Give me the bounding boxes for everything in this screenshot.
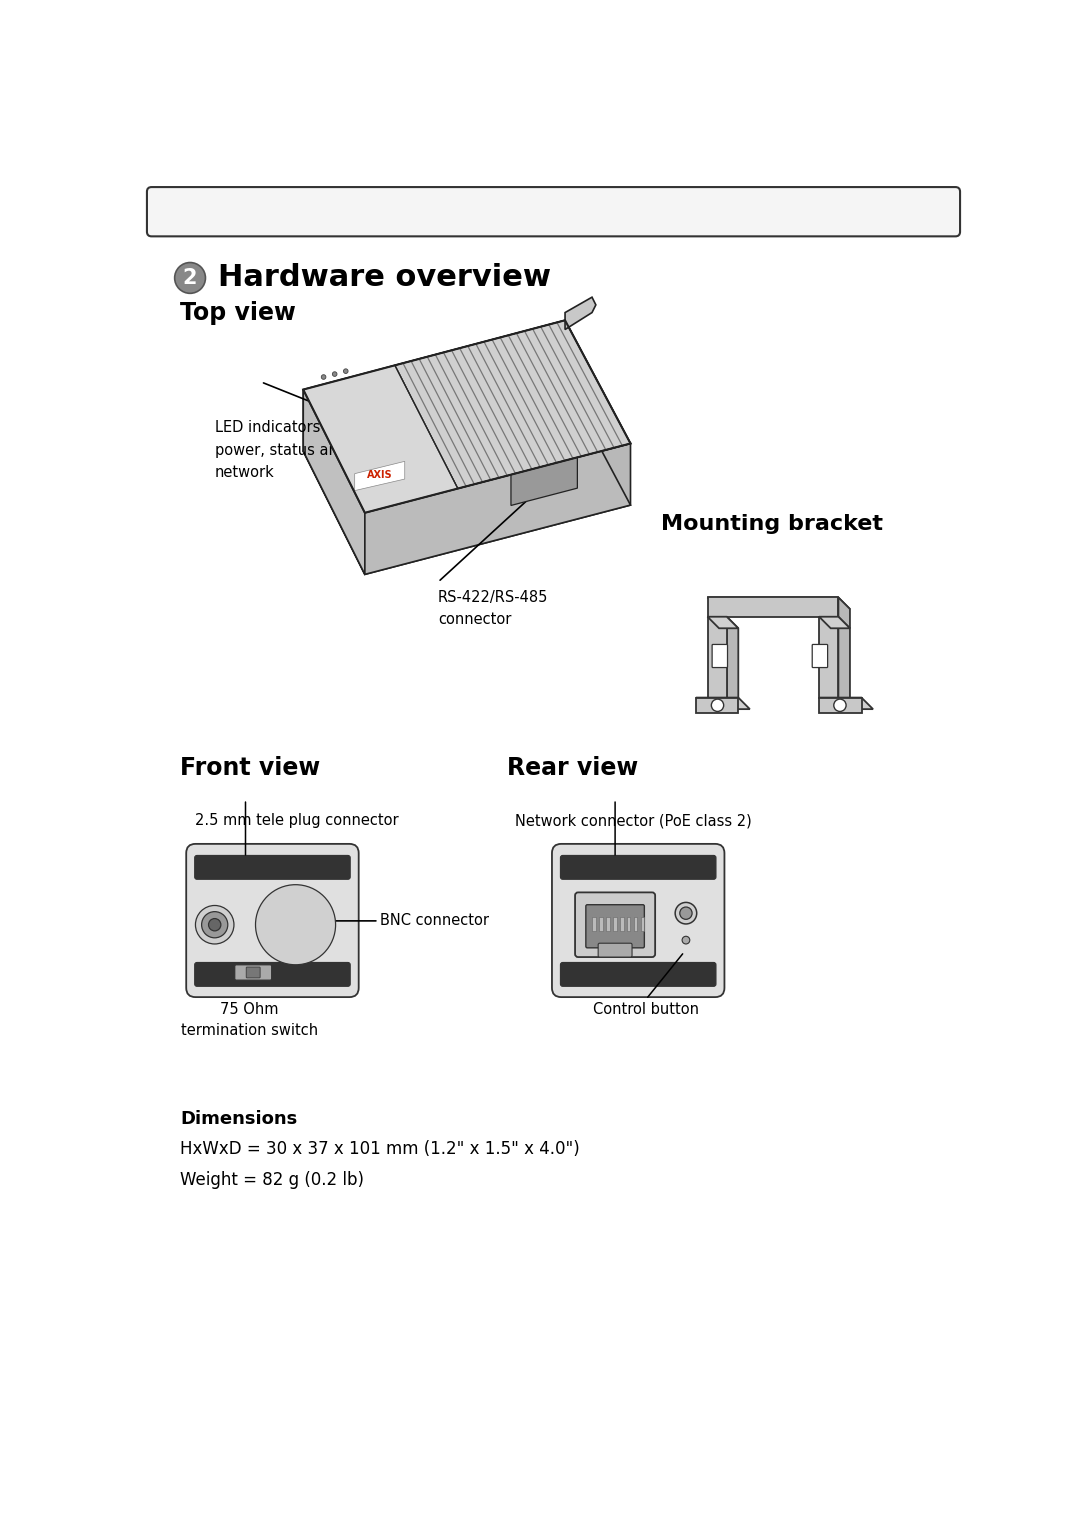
Polygon shape [365, 444, 631, 574]
Polygon shape [819, 698, 862, 713]
Bar [606, 917, 610, 931]
Circle shape [279, 908, 312, 942]
Circle shape [175, 262, 205, 294]
Text: Mounting bracket: Mounting bracket [661, 515, 883, 534]
Circle shape [683, 936, 690, 945]
Circle shape [675, 902, 697, 924]
Polygon shape [303, 321, 631, 513]
Text: LED indicators for
power, status and
network: LED indicators for power, status and net… [215, 421, 347, 480]
Text: Hardware overview: Hardware overview [218, 263, 551, 292]
Polygon shape [565, 297, 596, 330]
Text: 2: 2 [183, 268, 198, 288]
Bar [599, 917, 603, 931]
Polygon shape [303, 389, 365, 574]
Text: Rear view: Rear view [508, 757, 638, 780]
Circle shape [288, 917, 303, 933]
Polygon shape [819, 616, 838, 698]
Polygon shape [707, 616, 739, 628]
FancyBboxPatch shape [812, 645, 827, 668]
Circle shape [679, 907, 692, 919]
FancyBboxPatch shape [246, 967, 260, 978]
Circle shape [321, 374, 326, 380]
FancyBboxPatch shape [575, 892, 656, 957]
Bar [634, 917, 637, 931]
FancyBboxPatch shape [147, 188, 960, 236]
Text: Network connector (PoE class 2): Network connector (PoE class 2) [515, 813, 752, 828]
Text: Control button: Control button [593, 1002, 699, 1017]
FancyBboxPatch shape [186, 843, 359, 998]
Polygon shape [838, 598, 850, 628]
Circle shape [195, 905, 234, 945]
Polygon shape [696, 698, 750, 709]
FancyBboxPatch shape [194, 963, 350, 986]
Bar [612, 917, 617, 931]
Text: HxWxD = 30 x 37 x 101 mm (1.2" x 1.5" x 4.0"): HxWxD = 30 x 37 x 101 mm (1.2" x 1.5" x … [180, 1140, 580, 1158]
Polygon shape [303, 382, 631, 574]
FancyBboxPatch shape [585, 905, 645, 948]
Bar [620, 917, 623, 931]
FancyBboxPatch shape [552, 843, 725, 998]
Text: Dimensions: Dimensions [180, 1110, 297, 1128]
Polygon shape [819, 698, 873, 709]
FancyBboxPatch shape [561, 855, 716, 880]
Polygon shape [354, 462, 405, 491]
Circle shape [256, 884, 336, 964]
Text: Top view: Top view [180, 301, 296, 324]
Text: 2.5 mm tele plug connector: 2.5 mm tele plug connector [195, 813, 400, 828]
Text: Page 6: Page 6 [170, 201, 226, 220]
FancyBboxPatch shape [234, 964, 272, 980]
Polygon shape [707, 616, 727, 698]
Bar [592, 917, 596, 931]
Polygon shape [727, 616, 739, 709]
Polygon shape [303, 389, 365, 574]
Text: Weight = 82 g (0.2 lb): Weight = 82 g (0.2 lb) [180, 1172, 364, 1188]
Polygon shape [696, 698, 739, 713]
Text: AXIS: AXIS [366, 471, 392, 480]
FancyBboxPatch shape [712, 645, 728, 668]
Circle shape [834, 699, 846, 712]
Circle shape [343, 369, 348, 374]
Text: Front view: Front view [180, 757, 321, 780]
Text: 75 Ohm
termination switch: 75 Ohm termination switch [180, 1002, 318, 1037]
Bar [626, 917, 631, 931]
FancyBboxPatch shape [598, 943, 632, 957]
Circle shape [202, 911, 228, 937]
Bar [640, 917, 645, 931]
FancyBboxPatch shape [561, 963, 716, 986]
Polygon shape [707, 598, 850, 609]
Text: BNC connector: BNC connector [380, 913, 489, 928]
Polygon shape [303, 365, 458, 513]
Circle shape [293, 922, 299, 928]
Polygon shape [395, 321, 631, 489]
Circle shape [208, 919, 220, 931]
Circle shape [712, 699, 724, 712]
Polygon shape [838, 616, 850, 709]
Polygon shape [511, 457, 578, 506]
Circle shape [267, 895, 325, 954]
Text: AXIS M7001 Installation Guide: AXIS M7001 Installation Guide [703, 201, 954, 220]
Polygon shape [707, 598, 838, 616]
FancyBboxPatch shape [194, 855, 350, 880]
Polygon shape [819, 616, 850, 628]
Text: RS-422/RS-485
connector: RS-422/RS-485 connector [438, 590, 549, 627]
Circle shape [333, 372, 337, 377]
